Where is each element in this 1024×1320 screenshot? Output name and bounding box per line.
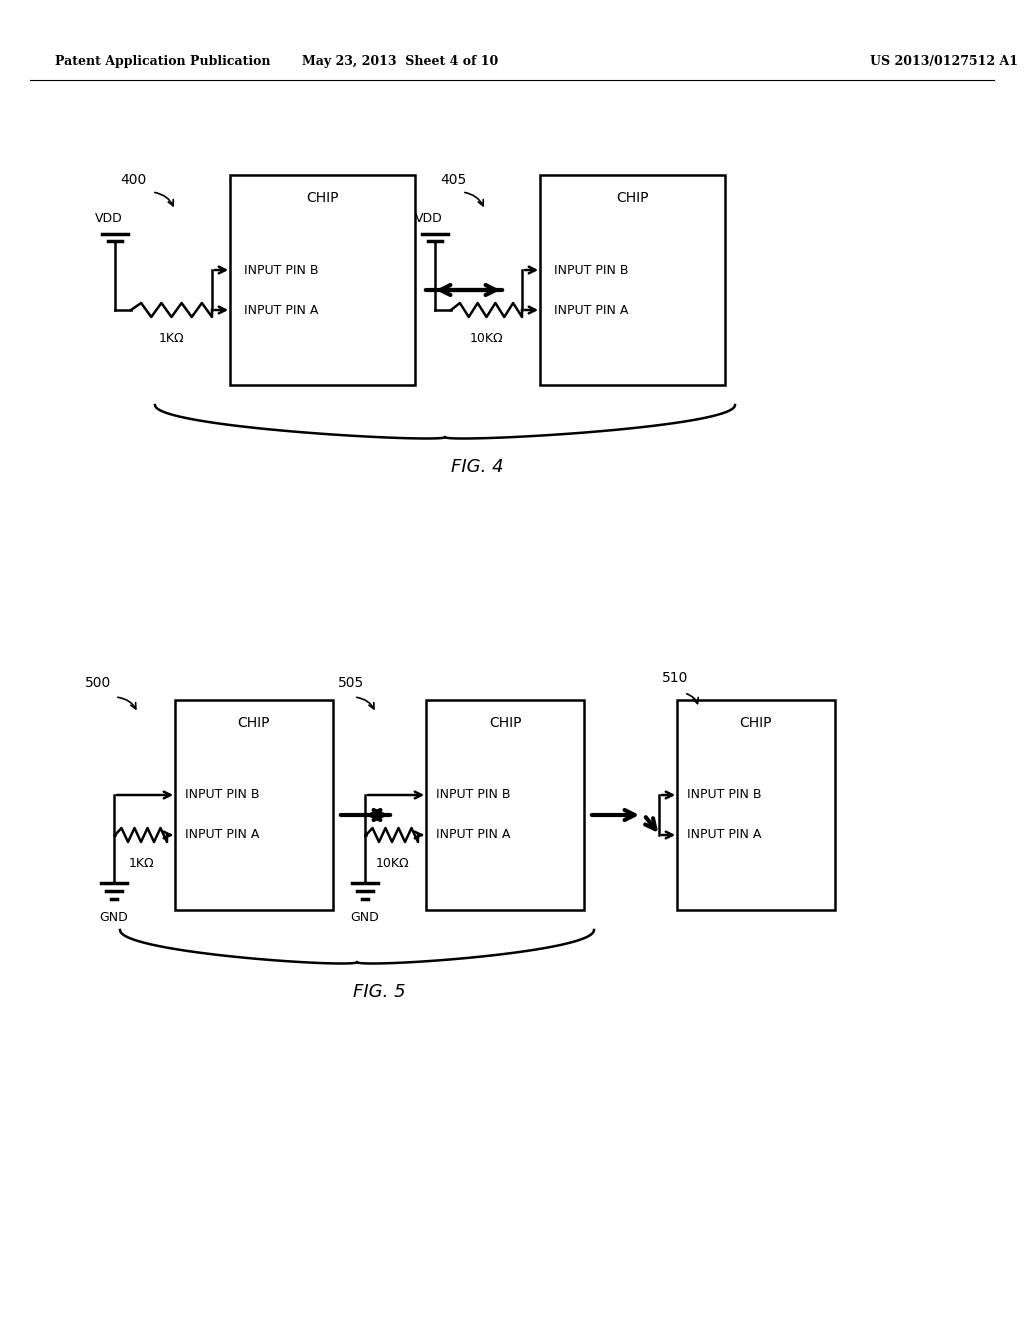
Text: FIG. 5: FIG. 5	[353, 983, 406, 1001]
Text: 400: 400	[120, 173, 146, 187]
Text: CHIP: CHIP	[488, 715, 521, 730]
Text: Patent Application Publication: Patent Application Publication	[55, 55, 270, 69]
Text: CHIP: CHIP	[739, 715, 772, 730]
Text: GND: GND	[350, 911, 379, 924]
Text: 10KΩ: 10KΩ	[375, 857, 409, 870]
Text: INPUT PIN B: INPUT PIN B	[185, 788, 259, 801]
Text: FIG. 4: FIG. 4	[452, 458, 504, 477]
Text: CHIP: CHIP	[616, 191, 649, 205]
Text: INPUT PIN A: INPUT PIN A	[244, 304, 318, 317]
Bar	[426, 700, 584, 909]
Text: CHIP: CHIP	[238, 715, 270, 730]
Text: 10KΩ: 10KΩ	[470, 333, 504, 345]
Bar	[677, 700, 835, 909]
Text: May 23, 2013  Sheet 4 of 10: May 23, 2013 Sheet 4 of 10	[302, 55, 498, 69]
Text: INPUT PIN A: INPUT PIN A	[554, 304, 629, 317]
Text: VDD: VDD	[415, 211, 442, 224]
Text: VDD: VDD	[95, 211, 123, 224]
Text: INPUT PIN B: INPUT PIN B	[687, 788, 762, 801]
Text: 510: 510	[662, 671, 688, 685]
Bar	[175, 700, 333, 909]
Text: 505: 505	[338, 676, 365, 690]
Bar	[540, 176, 725, 385]
Text: US 2013/0127512 A1: US 2013/0127512 A1	[870, 55, 1018, 69]
Text: INPUT PIN B: INPUT PIN B	[554, 264, 629, 276]
Text: 1KΩ: 1KΩ	[128, 857, 154, 870]
Text: 405: 405	[440, 173, 466, 187]
Text: GND: GND	[99, 911, 128, 924]
Text: 500: 500	[85, 676, 112, 690]
Text: CHIP: CHIP	[306, 191, 339, 205]
Text: INPUT PIN B: INPUT PIN B	[436, 788, 511, 801]
Text: 1KΩ: 1KΩ	[159, 333, 184, 345]
Bar	[230, 176, 415, 385]
Text: INPUT PIN A: INPUT PIN A	[436, 829, 510, 842]
Text: INPUT PIN A: INPUT PIN A	[687, 829, 762, 842]
Text: INPUT PIN B: INPUT PIN B	[244, 264, 318, 276]
Text: INPUT PIN A: INPUT PIN A	[185, 829, 259, 842]
